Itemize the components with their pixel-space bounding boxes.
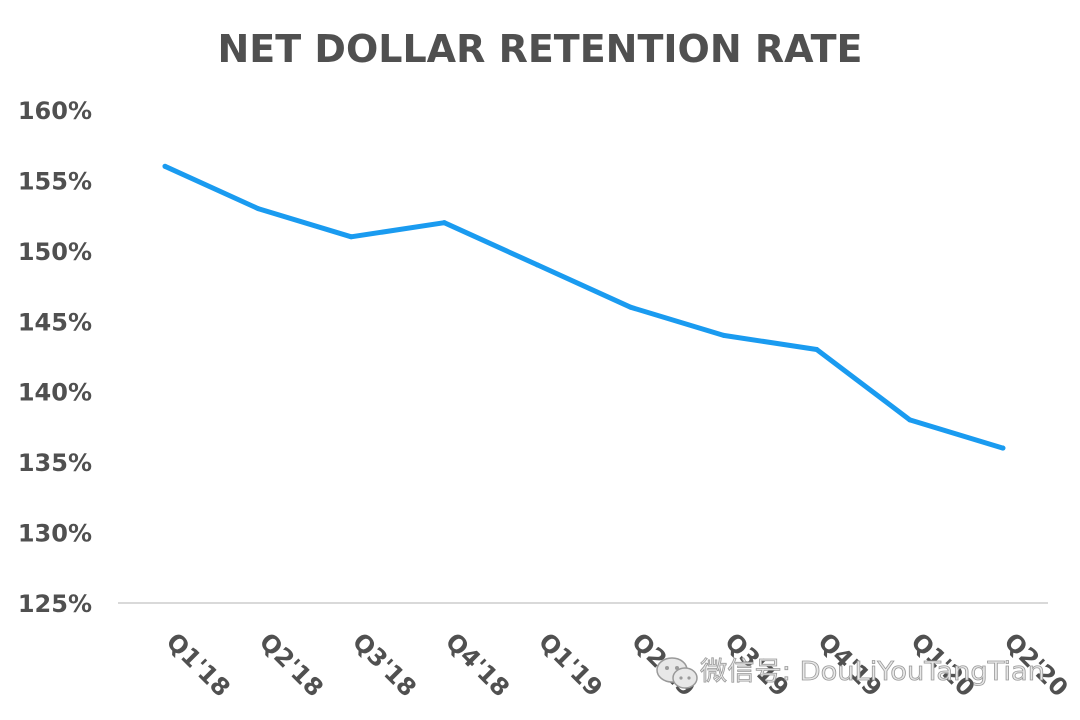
watermark-text: 微信号: DouLiYouTangTian <box>700 657 1045 687</box>
data-point <box>348 234 354 240</box>
x-tick-label: Q4'18 <box>440 627 515 702</box>
watermark: 微信号: DouLiYouTangTian <box>656 657 1045 689</box>
x-tick-label: Q1'19 <box>533 627 608 702</box>
data-point <box>907 417 913 423</box>
y-tick-label: 125% <box>18 590 92 618</box>
y-axis: 160% 155% 150% 145% 140% 135% 130% 125% <box>18 97 92 618</box>
series-line <box>162 163 1006 451</box>
data-point <box>255 206 261 212</box>
data-point <box>814 346 820 352</box>
x-tick-label: Q1'18 <box>161 627 236 702</box>
y-tick-label: 155% <box>18 167 92 195</box>
y-tick-label: 130% <box>18 520 92 548</box>
chart-title: NET DOLLAR RETENTION RATE <box>218 27 863 71</box>
x-tick-label: Q2'18 <box>254 627 329 702</box>
wechat-icon <box>656 657 698 689</box>
data-point <box>162 163 168 169</box>
y-tick-label: 135% <box>18 449 92 477</box>
x-tick-label: Q3'18 <box>347 627 422 702</box>
y-tick-label: 150% <box>18 238 92 266</box>
data-point <box>721 332 727 338</box>
series-group <box>162 163 1006 451</box>
data-point <box>441 220 447 226</box>
y-tick-label: 145% <box>18 308 92 336</box>
data-point <box>534 262 540 268</box>
data-point <box>628 304 633 310</box>
y-tick-label: 140% <box>18 379 92 407</box>
data-point <box>1000 445 1006 451</box>
y-tick-label: 160% <box>18 97 92 125</box>
